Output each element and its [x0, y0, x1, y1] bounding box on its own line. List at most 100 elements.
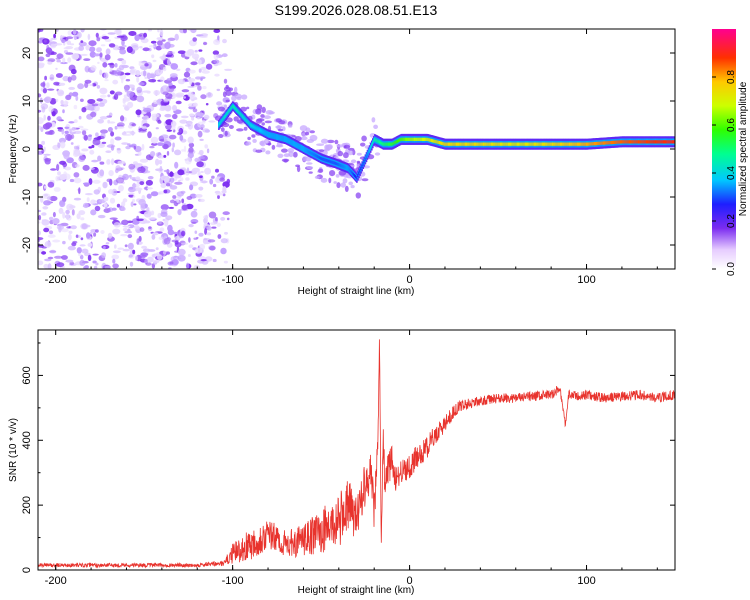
noise-speckle: [177, 50, 186, 54]
ridge-band-core: [421, 137, 424, 141]
noise-speckle: [74, 164, 80, 168]
colorbar-tick-label: 0.0: [726, 262, 737, 276]
noise-speckle: [65, 94, 72, 101]
noise-speckle: [199, 180, 209, 184]
ridge-band-core: [296, 144, 299, 147]
noise-speckle: [217, 35, 220, 41]
noise-speckle: [204, 167, 212, 175]
noise-speckle: [38, 260, 44, 266]
ridge-band-core: [383, 142, 386, 146]
noise-speckle: [55, 175, 60, 182]
ridge-halo: [241, 94, 248, 100]
noise-speckle: [195, 76, 202, 80]
ridge-band-core: [455, 142, 458, 146]
ridge-band-core: [285, 137, 287, 141]
ridge-band-core: [345, 166, 348, 169]
ridge-band-core: [219, 122, 221, 126]
ridge-band-core: [503, 142, 506, 146]
noise-speckle: [145, 179, 153, 186]
noise-speckle: [207, 92, 212, 97]
ridge-band-core: [316, 155, 319, 158]
noise-speckle: [96, 47, 102, 53]
noise-speckle: [62, 109, 65, 114]
noise-speckle: [107, 207, 114, 213]
ridge-band-core: [304, 148, 306, 152]
noise-speckle: [120, 115, 125, 122]
noise-speckle: [113, 222, 121, 228]
ridge-halo: [268, 111, 275, 115]
ridge-band-core: [340, 164, 342, 167]
noise-speckle: [38, 209, 42, 213]
ridge-band-core: [338, 163, 340, 167]
ridge-band-core: [245, 118, 248, 122]
ridge-band-core: [334, 161, 337, 165]
noise-speckle: [78, 187, 81, 195]
noise-speckle: [42, 81, 46, 89]
ridge-band-core: [622, 140, 625, 144]
spectrogram-xlabel: Height of straight line (km): [298, 286, 415, 297]
ridge-band-core: [266, 132, 269, 136]
noise-speckle: [102, 62, 108, 68]
ridge-band-core: [342, 164, 344, 168]
noise-speckle: [174, 181, 183, 185]
noise-speckle: [48, 230, 54, 235]
ridge-band-core: [399, 138, 402, 142]
noise-speckle: [213, 59, 220, 64]
ridge-band-core: [599, 141, 601, 145]
ridge-halo: [309, 130, 316, 134]
noise-speckle: [148, 79, 157, 83]
ridge-band-core: [293, 142, 296, 146]
noise-speckle: [148, 226, 152, 229]
noise-speckle: [48, 105, 54, 113]
noise-speckle: [145, 262, 152, 266]
ridge-band-core: [395, 140, 397, 144]
ridge-band-core: [549, 142, 551, 146]
noise-speckle: [86, 197, 90, 202]
noise-speckle: [80, 237, 84, 241]
noise-speckle: [116, 203, 121, 208]
noise-speckle: [41, 219, 48, 222]
ridge-band-core: [312, 152, 315, 156]
ridge-band-core: [487, 142, 490, 146]
noise-speckle: [159, 165, 163, 172]
ridge-band-core: [447, 142, 449, 146]
ridge-band-core: [636, 140, 638, 144]
ridge-band-core: [354, 174, 356, 177]
noise-speckle: [133, 161, 138, 165]
noise-speckle: [104, 265, 112, 269]
ridge-band-core: [662, 140, 665, 144]
noise-speckle: [148, 45, 156, 48]
ridge-band-core: [239, 112, 241, 115]
noise-speckle: [166, 78, 172, 81]
noise-speckle: [63, 47, 70, 50]
noise-speckle: [80, 217, 85, 221]
noise-speckle: [52, 211, 56, 218]
noise-speckle: [197, 130, 203, 138]
noise-speckle: [47, 263, 52, 269]
ridge-band-core: [254, 125, 256, 129]
noise-speckle: [171, 259, 179, 266]
ridge-band-core: [580, 142, 582, 146]
ridge-band-core: [369, 146, 372, 150]
noise-speckle: [129, 131, 136, 135]
noise-speckle: [53, 187, 61, 192]
noise-speckle: [128, 31, 137, 36]
ridge-band-core: [261, 129, 264, 133]
ridge-band-core: [287, 138, 289, 142]
noise-speckle: [183, 71, 191, 78]
ridge-halo: [228, 87, 233, 92]
noise-speckle: [126, 90, 134, 98]
ridge-halo: [342, 178, 348, 184]
ridge-band-core: [321, 157, 323, 161]
noise-speckle: [56, 225, 64, 230]
noise-speckle: [52, 239, 61, 243]
noise-speckle: [136, 76, 140, 83]
noise-speckle: [136, 218, 144, 222]
ridge-halo: [218, 134, 224, 138]
noise-speckle: [83, 202, 89, 209]
ridge-band-core: [579, 142, 581, 146]
ridge-band-core: [496, 142, 498, 146]
snr-xtick-label: 100: [577, 575, 595, 587]
noise-speckle: [197, 85, 202, 91]
ridge-band-core: [402, 137, 405, 141]
